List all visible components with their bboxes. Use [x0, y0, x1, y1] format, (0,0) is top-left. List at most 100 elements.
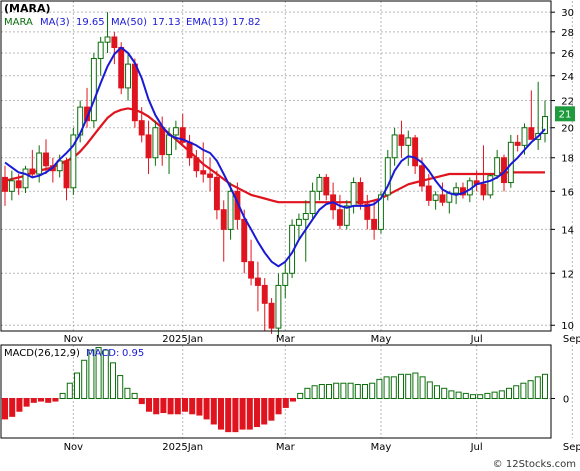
candle	[172, 120, 179, 150]
macd-gridlines	[1, 345, 573, 438]
candle	[405, 130, 412, 166]
candle-body-down	[425, 185, 432, 201]
candle-body-down	[514, 141, 521, 146]
macd-panel-frame	[0, 344, 552, 439]
macd-bar-positive	[433, 385, 441, 400]
price-y-tick-label: 20	[561, 124, 574, 135]
candle-body-down	[241, 218, 248, 263]
price-legend: MARA MA(3) 19.65 MA(50) 17.13 EMA(13) 17.82	[4, 17, 261, 28]
candle	[111, 31, 118, 65]
ma-short-layer	[4, 46, 546, 268]
candle-body-down	[480, 183, 487, 196]
legend-ema13: EMA(13) 17.82	[186, 17, 261, 28]
macd-bar-positive	[498, 390, 505, 400]
candle-body-down	[364, 203, 371, 220]
macd-bar-positive	[369, 382, 376, 400]
candle	[152, 120, 159, 166]
price-y-tick-label: 30	[561, 8, 574, 19]
candle-body-up	[56, 160, 63, 172]
candle	[528, 90, 535, 140]
macd-bar-positive	[66, 382, 73, 400]
macd-bar-negative	[174, 398, 181, 415]
macd-bar-positive	[513, 385, 520, 400]
macd-bar-positive	[81, 359, 88, 400]
macd-bar-negative	[289, 398, 297, 402]
macd-bar-negative	[217, 398, 225, 430]
macd-x-tick-label: Jul	[470, 442, 483, 453]
candle-body-up	[97, 41, 104, 59]
candle-body-down	[63, 160, 70, 189]
macd-bar-positive	[117, 375, 124, 400]
macd-bar-positive	[109, 362, 117, 400]
candle-body-up	[302, 213, 309, 220]
macd-x-tick-label: May	[371, 442, 392, 453]
candle	[220, 200, 227, 262]
macd-x-tick-label: Mar	[276, 442, 296, 453]
candle-body-up	[521, 127, 528, 146]
ma3-line	[4, 46, 546, 268]
candle-body-down	[138, 120, 145, 136]
legend-ma50: MA(50) 17.13	[111, 17, 181, 28]
candle	[43, 139, 49, 175]
candle-body-up	[166, 134, 173, 156]
macd-bar-negative	[210, 398, 217, 425]
candle	[104, 12, 111, 53]
candle	[425, 174, 432, 206]
macd-bar-positive	[441, 387, 448, 400]
price-y-tick-label: 28	[561, 28, 574, 39]
candle	[323, 174, 330, 201]
candle-body-down	[371, 218, 378, 230]
macd-x-tick-label: Sep	[563, 442, 580, 453]
candle-body-down	[193, 157, 200, 172]
macd-x-tick-label: 2025Jan	[162, 442, 203, 453]
candle-body-up	[90, 57, 97, 122]
macd-legend: MACD(26,12,9) MACD: 0.95	[4, 348, 144, 359]
candle-body-up	[377, 194, 384, 230]
macd-bar-positive	[390, 376, 397, 400]
candle-body-down	[398, 134, 405, 146]
macd-bar-negative	[37, 398, 45, 402]
candle	[8, 170, 15, 201]
macd-bar-positive	[527, 380, 534, 400]
candle-body-up	[494, 157, 501, 177]
macd-bar-positive	[340, 382, 347, 400]
macd-bar-negative	[232, 398, 239, 433]
macd-bar-negative	[261, 398, 268, 425]
price-x-tick-label: May	[371, 334, 392, 345]
candle	[29, 149, 36, 178]
candle	[15, 174, 22, 195]
candle-body-up	[350, 182, 357, 207]
candle-body-up	[36, 152, 43, 175]
candle	[254, 261, 261, 312]
macd-bar-negative	[196, 398, 203, 416]
macd-bar-positive	[311, 385, 318, 400]
chart-title: (MARA)	[4, 2, 51, 15]
macd-bar-positive	[491, 391, 498, 400]
candle	[309, 182, 316, 220]
macd-bar-negative	[282, 398, 289, 408]
macd-bar-positive	[333, 382, 340, 400]
candle-body-down	[131, 63, 138, 122]
candle	[398, 120, 405, 158]
candle-body-down	[118, 47, 125, 89]
macd-x-tick-label: Nov	[64, 442, 84, 453]
macd-bar-negative	[203, 398, 210, 420]
candle	[336, 194, 343, 230]
macd-bar-negative	[138, 398, 145, 405]
macd-bar-positive	[477, 394, 484, 400]
candle-body-up	[22, 168, 29, 189]
macd-bar-positive	[405, 373, 412, 400]
candlesticks	[2, 12, 548, 337]
candle	[70, 127, 77, 195]
candle-body-down	[220, 209, 227, 230]
macd-bar-positive	[59, 392, 66, 400]
macd-bar-positive	[455, 391, 462, 400]
candle-body-up	[104, 36, 111, 43]
macd-bar-positive	[361, 383, 369, 400]
candle	[2, 165, 8, 206]
candle	[138, 107, 145, 143]
candle-body-down	[179, 127, 186, 143]
price-y-tick-label: 24	[561, 72, 574, 83]
candle	[97, 36, 104, 76]
macd-bar-positive	[534, 376, 541, 400]
